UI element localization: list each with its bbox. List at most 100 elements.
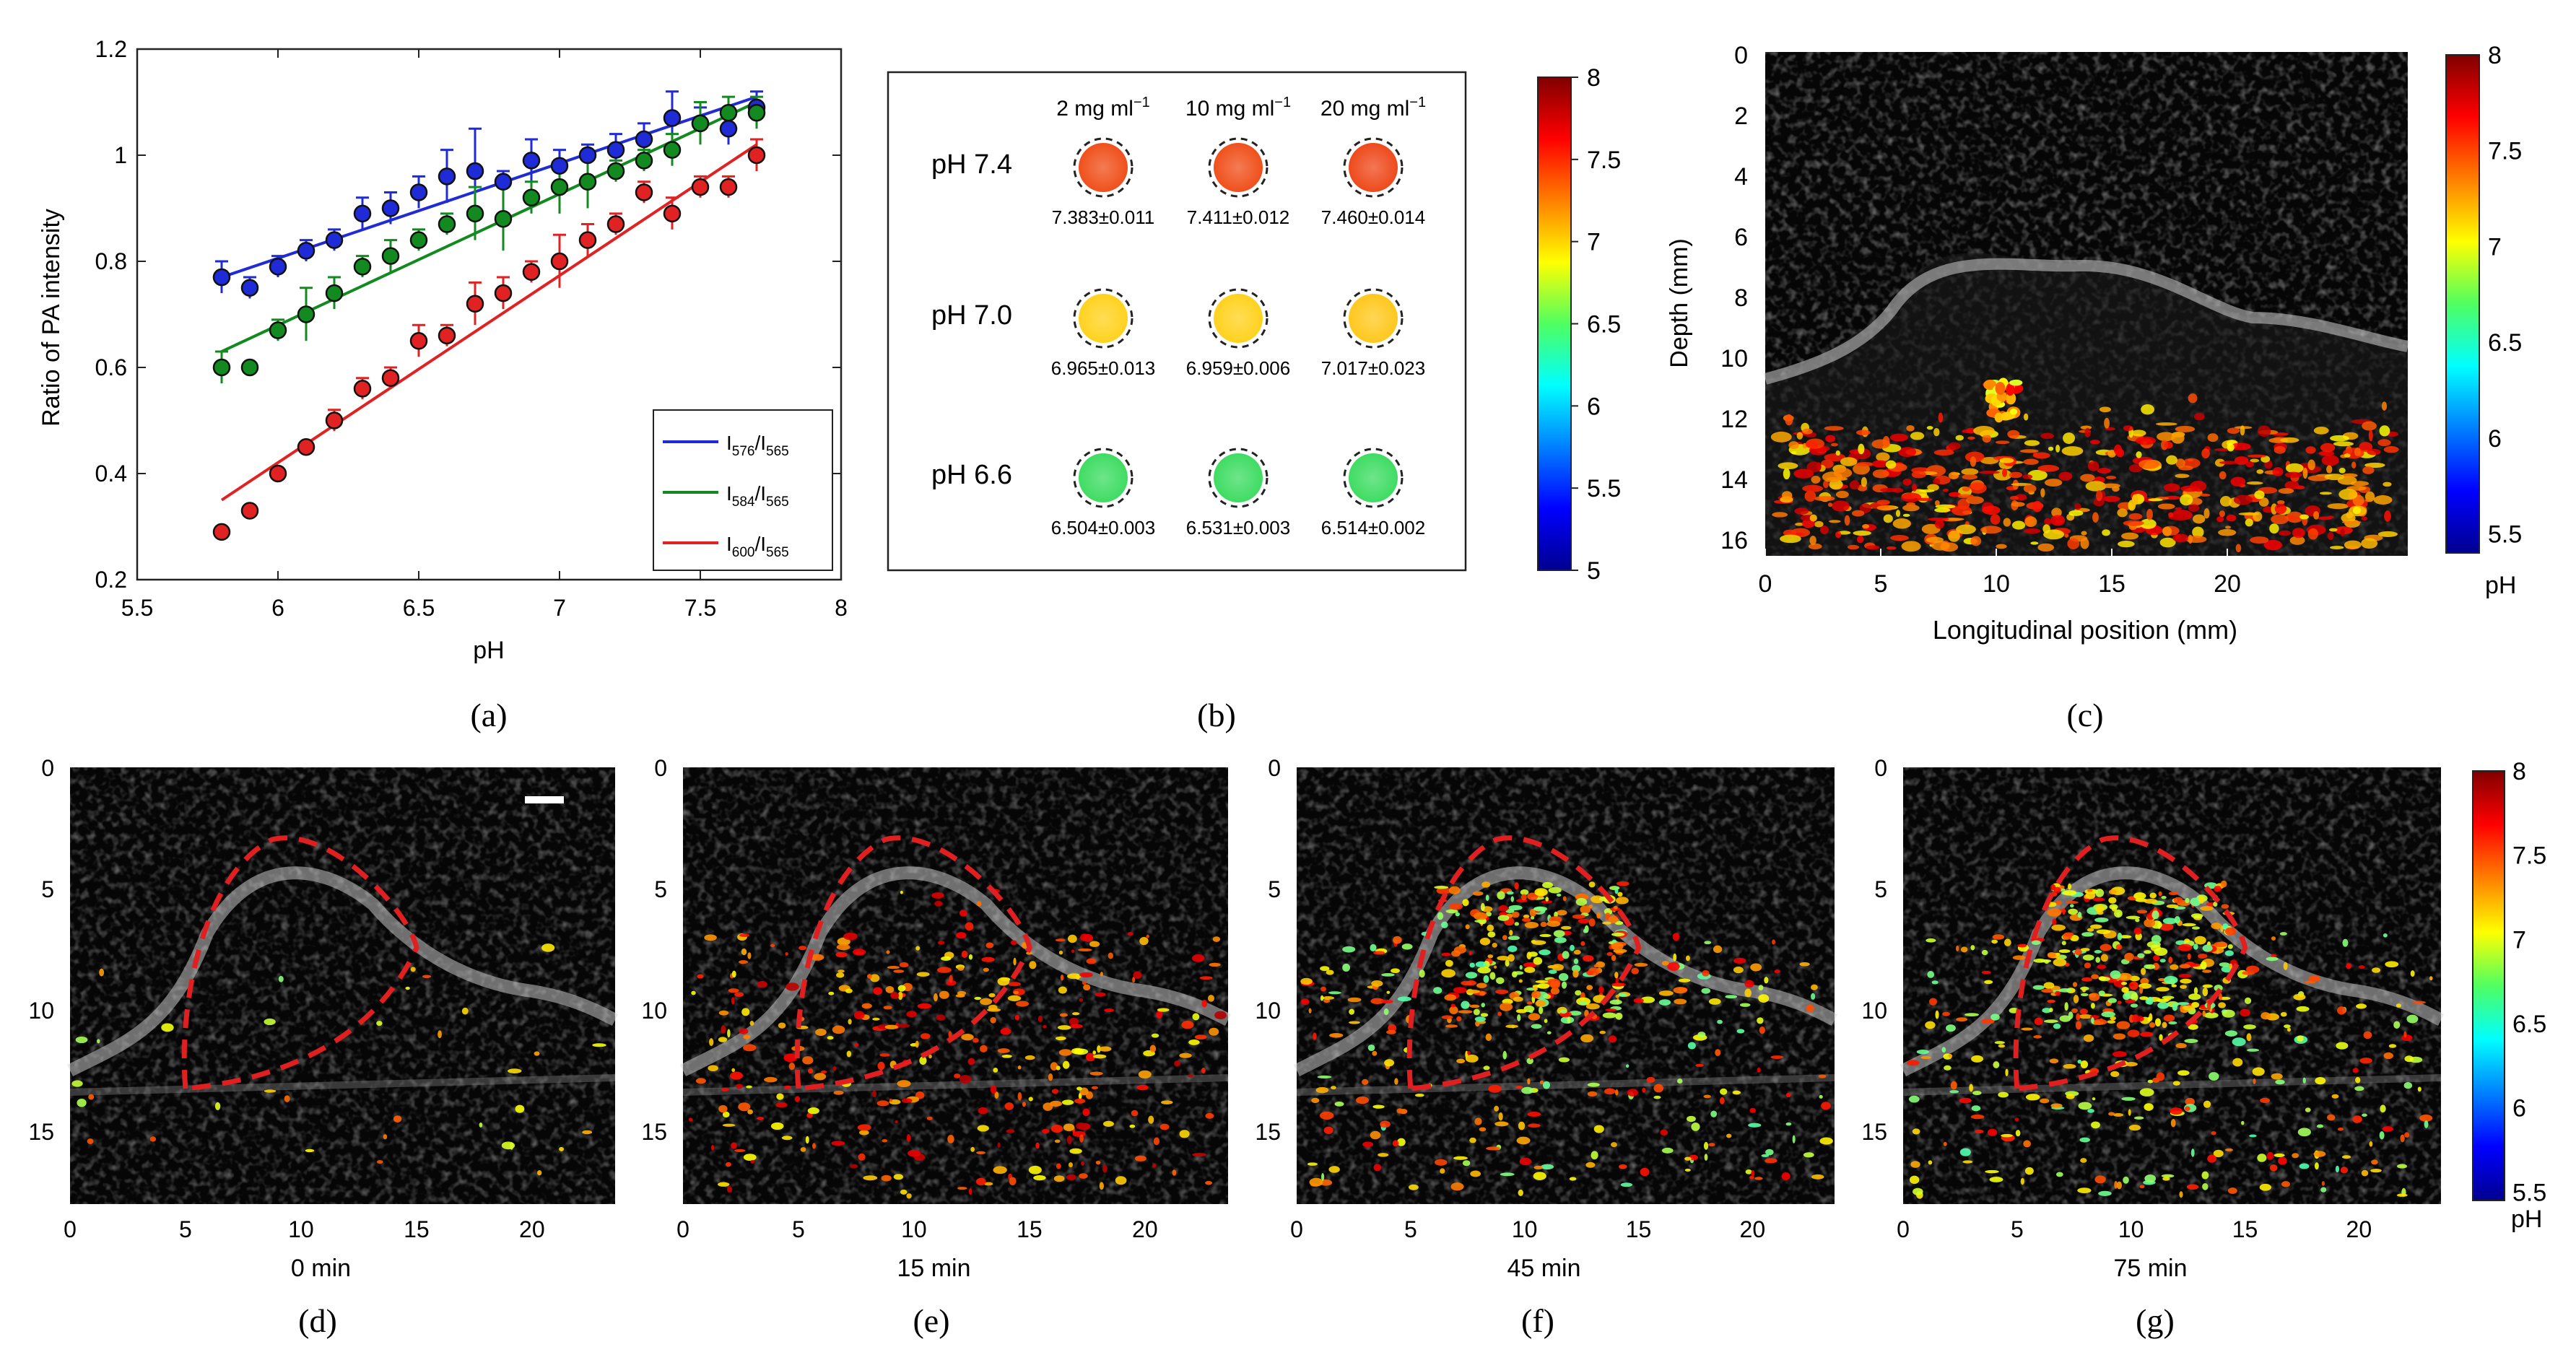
panel-ph-pixel: [2229, 963, 2233, 970]
panel-ph-pixel: [1910, 1161, 1920, 1168]
panel-c-ph-pixel: [2048, 446, 2054, 451]
panel-c-ph-pixel: [1948, 442, 1961, 450]
panel-ph-pixel: [2168, 956, 2173, 964]
panel-ph-pixel: [1538, 1006, 1544, 1014]
panel-c-ph-pixel: [1814, 520, 1824, 528]
panel-xtick-label: 0: [1290, 1216, 1303, 1242]
panel-ph-pixel: [908, 1149, 921, 1157]
panel-time-label: 75 min: [2113, 1255, 2187, 1282]
panel-c-ph-pixel: [1811, 475, 1821, 484]
panel-ph-pixel: [1201, 1067, 1206, 1074]
panel-a-point: [297, 438, 316, 456]
panel-a-xtick-label: 6: [271, 595, 284, 621]
panel-ph-pixel: [1074, 1098, 1086, 1104]
panel-a-point: [212, 523, 231, 541]
panel-ph-pixel: [1560, 925, 1572, 930]
panel-ph-pixel: [1540, 921, 1547, 928]
panel-c-ph-pixel: [2313, 511, 2320, 520]
panel-ph-pixel: [802, 1056, 814, 1065]
panel-c-ph-pixel: [2238, 512, 2260, 516]
panel-ph-pixel: [1608, 1035, 1617, 1043]
panel-ph-pixel: [1209, 1027, 1219, 1036]
panel-c-ytick-label: 2: [1734, 103, 1748, 130]
panel-ph-pixel: [738, 1102, 751, 1112]
panel-b-value: 7.017±0.023: [1321, 357, 1425, 379]
panel-ph-pixel: [2302, 1077, 2306, 1084]
panel-ph-pixel: [2071, 1008, 2078, 1014]
panel-ph-pixel: [1057, 1025, 1071, 1030]
panel-ph-pixel: [2244, 997, 2252, 1004]
panel-c-ph-pixel: [2157, 503, 2175, 510]
panel-ph-pixel: [1056, 1163, 1061, 1169]
panel-c-ph-pixel: [2020, 449, 2039, 453]
panel-ph-pixel: [1959, 1148, 1971, 1156]
panel-c-ph-pixel: [2128, 464, 2143, 473]
panel-label-d: (d): [298, 1302, 337, 1339]
panel-ph-pixel: [2175, 1043, 2187, 1049]
panel-c-ph-pixel: [2321, 455, 2339, 466]
panel-ytick-label: 15: [28, 1119, 54, 1145]
panel-ph-pixel: [1465, 972, 1478, 979]
panel-ph-pixel: [974, 996, 982, 1001]
panel-ph-pixel: [1536, 983, 1550, 989]
panel-ph-pixel: [2158, 891, 2162, 897]
panel-ph-pixel: [1205, 1112, 1214, 1119]
panel-ph-pixel: [1526, 1001, 1533, 1005]
panel-c-ph-pixel: [2023, 484, 2037, 493]
panel-ph-pixel: [2278, 1156, 2287, 1165]
panel-ph-pixel: [75, 1036, 88, 1044]
panel-a-point: [747, 146, 766, 165]
panel-ph-pixel: [1397, 996, 1411, 1002]
panel-roi-outline: [2013, 835, 2248, 1091]
panel-ph-pixel: [2113, 1112, 2124, 1117]
panel-ph-pixel: [721, 1025, 726, 1034]
panel-ph-pixel: [2172, 1003, 2178, 1011]
panel-ph-pixel: [1378, 1153, 1389, 1157]
panel-ph-pixel: [897, 985, 906, 992]
panel-ph-pixel: [1550, 987, 1560, 995]
panel-ph-pixel: [1811, 984, 1818, 990]
panel-c-ph-pixel: [1809, 536, 1816, 545]
panel-ph-pixel: [2080, 1060, 2089, 1069]
panel-ph-pixel: [2424, 1120, 2429, 1128]
panel-c-ph-pixel: [1847, 544, 1860, 550]
panel-ph-pixel: [961, 950, 968, 959]
panel-ph-pixel: [794, 1096, 801, 1102]
panel-ph-pixel: [305, 1148, 315, 1153]
panel-c-ph-pixel: [1995, 382, 2006, 395]
panel-ph-pixel: [1051, 1089, 1059, 1094]
panel-c-ph-pixel: [2061, 446, 2084, 456]
panel-c-ph-pixel: [2359, 442, 2373, 453]
panel-c-ph-pixel: [1948, 471, 1959, 479]
panel-ph-pixel: [917, 1003, 932, 1009]
panel-ph-pixel: [2115, 944, 2123, 951]
panel-ph-pixel: [1466, 989, 1481, 994]
panel-ph-pixel: [1935, 1010, 1939, 1019]
panel-ph-pixel: [2117, 1001, 2122, 1005]
panel-b-colorbar-label: 6: [1587, 393, 1601, 420]
panel-c-ph-pixel: [2307, 528, 2318, 540]
panel-c-ph-pixel: [2105, 475, 2117, 480]
panel-c-ph-pixel: [2224, 526, 2232, 529]
panel-ph-pixel: [1059, 1013, 1069, 1017]
panel-ph-pixel: [1505, 1024, 1518, 1029]
panel-g-colorbar-label: 6.5: [2512, 1011, 2546, 1038]
panel-ph-pixel: [832, 1066, 837, 1071]
panel-ph-pixel: [1483, 1065, 1490, 1071]
panel-ph-pixel: [931, 892, 944, 899]
panel-ph-pixel: [1062, 1060, 1070, 1069]
panel-ph-pixel: [1320, 1172, 1325, 1181]
panel-b-colorbar-label: 7: [1587, 229, 1601, 256]
panel-ph-pixel: [2043, 1019, 2058, 1024]
panel-ph-pixel: [1334, 1102, 1344, 1107]
panel-ph-pixel: [1751, 1169, 1755, 1177]
panel-c-ph-pixel: [2102, 495, 2120, 502]
panel-c-ph-pixel: [1983, 380, 1997, 391]
panel-ph-pixel: [2342, 938, 2349, 947]
panel-ph-pixel: [2065, 901, 2079, 905]
panel-ph-pixel: [2087, 928, 2094, 932]
panel-a-ytick-label: 0.4: [95, 461, 127, 487]
panel-ph-pixel: [2417, 1086, 2421, 1092]
panel-ph-pixel: [1391, 968, 1400, 974]
